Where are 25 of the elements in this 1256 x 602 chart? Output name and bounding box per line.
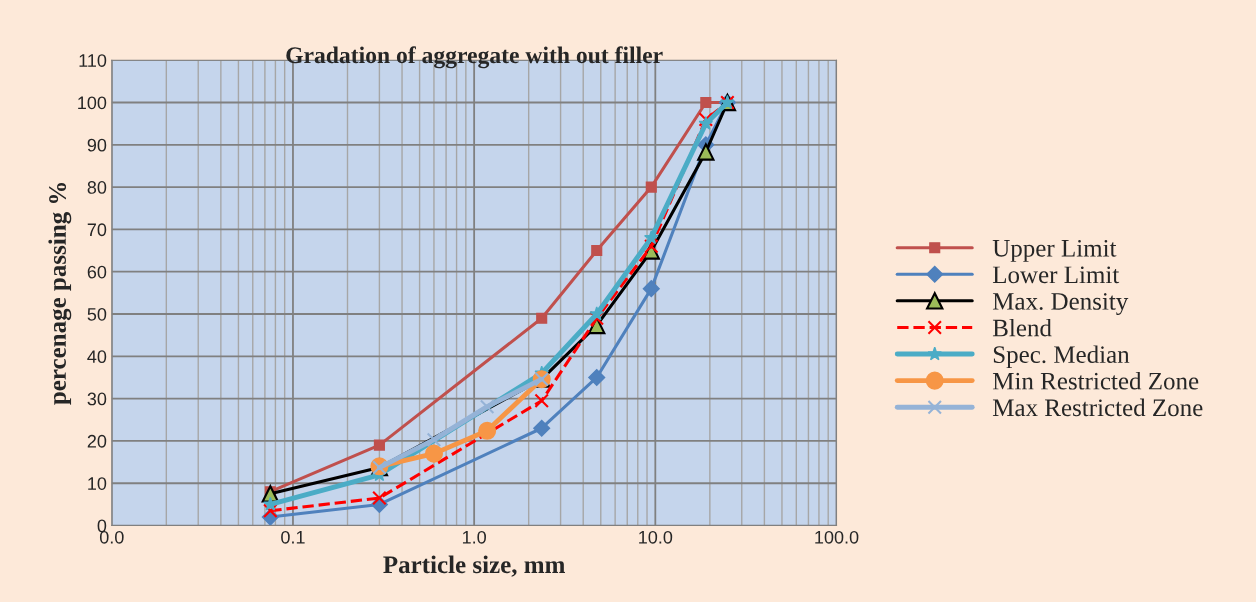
y-tick-label: 0 — [97, 519, 107, 533]
legend-label: Spec. Median — [993, 345, 1130, 369]
y-tick-label: 90 — [87, 138, 107, 152]
y-tick-label: 10 — [88, 477, 107, 490]
x-axis-title: Particle size, mm — [383, 555, 565, 577]
x-tick-label: 100.0 — [815, 530, 859, 544]
x-tick-label: 1.0 — [462, 530, 486, 544]
legend-label: Lower Limit — [992, 266, 1120, 284]
legend-label: Min Restricted Zone — [992, 372, 1199, 390]
y-tick-label: 30 — [87, 392, 107, 406]
y-tick-label: 50 — [87, 307, 107, 321]
legend-label: Max. Density — [992, 293, 1129, 315]
y-tick-label: 70 — [87, 223, 107, 237]
y-axis-title: percenage passing % — [48, 182, 72, 405]
x-tick-label: 10.0 — [639, 530, 673, 544]
legend-label: Max Restricted Zone — [992, 398, 1203, 417]
y-tick-label: 80 — [87, 181, 107, 194]
y-tick-label: 110 — [79, 54, 107, 67]
y-tick-label: 20 — [87, 434, 107, 448]
y-tick-label: 40 — [87, 350, 107, 364]
y-tick-label: 100 — [78, 96, 107, 110]
legend-label: Blend — [992, 318, 1052, 337]
x-tick-label: 0.1 — [281, 530, 305, 544]
legend-label: Upper Limit — [992, 239, 1117, 262]
y-tick-label: 60 — [87, 265, 107, 279]
